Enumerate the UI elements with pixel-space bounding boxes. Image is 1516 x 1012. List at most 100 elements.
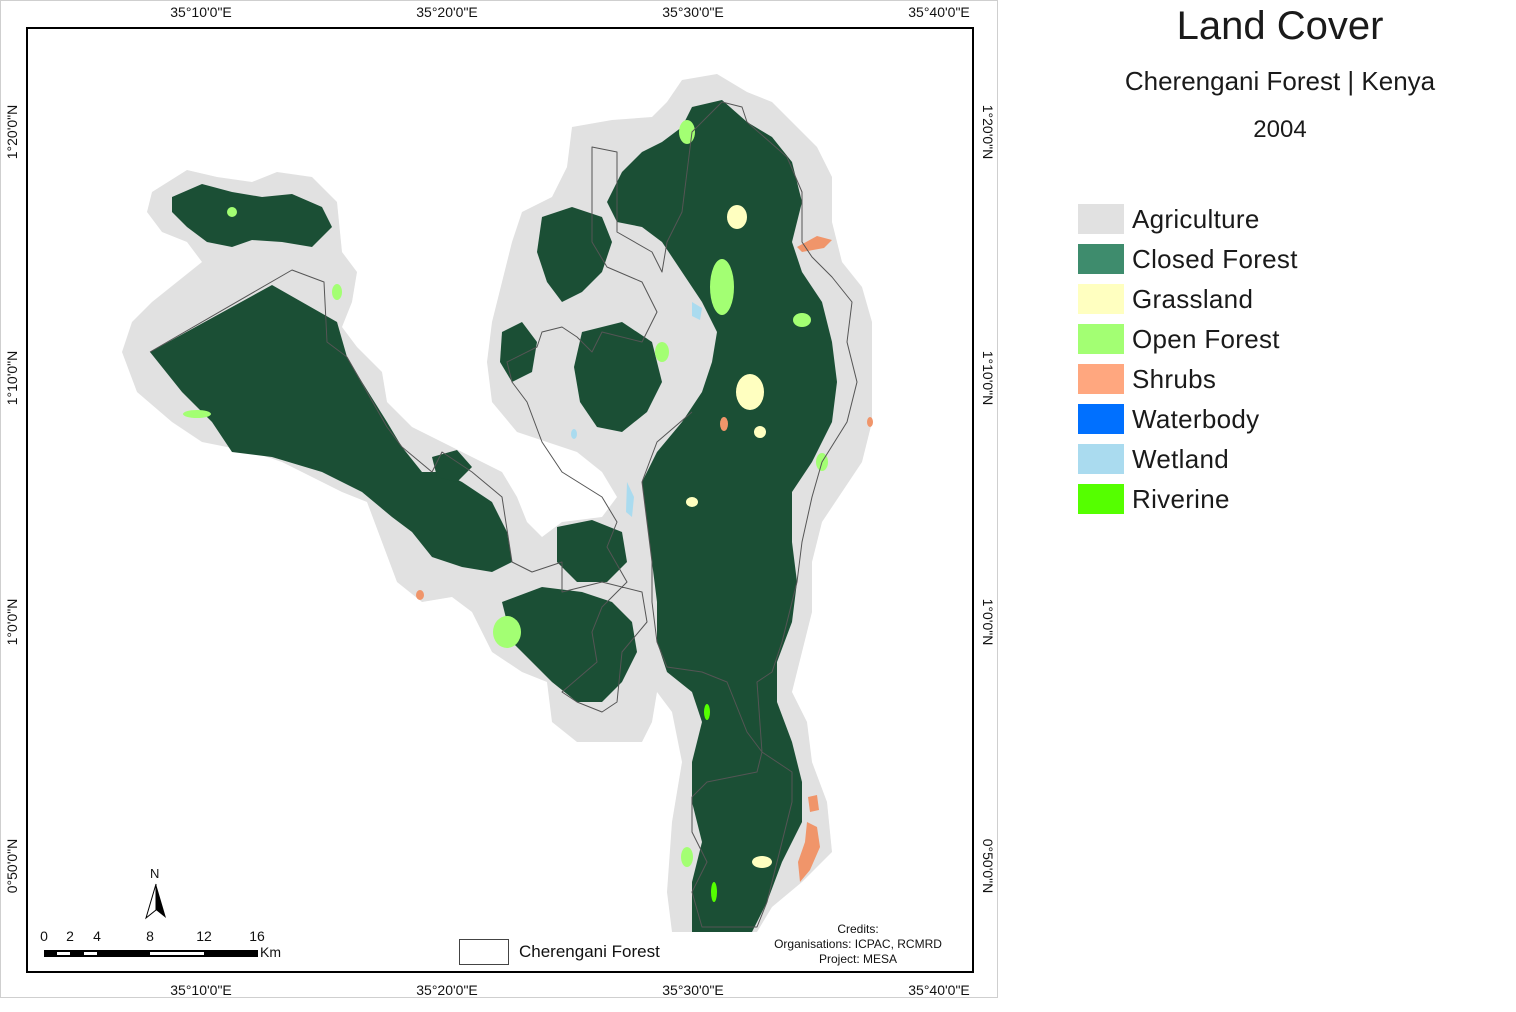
legend-swatch [1078,444,1124,474]
legend-label: Open Forest [1132,323,1280,354]
north-arrow: N [142,866,170,922]
agriculture-buffer [122,74,872,932]
open-forest-patch [655,342,669,362]
lat-tick-right-3: 1°0'0"N [980,598,996,646]
map-panel[interactable] [26,27,974,973]
closed-forest-central-patch [574,322,662,432]
legend-item-shrubs: Shrubs [1078,359,1298,399]
closed-forest-west [150,285,512,572]
agriculture-halo [122,74,872,932]
lon-tick-top-1: 35°10'0"E [170,4,232,20]
scale-label-4: 4 [93,928,101,944]
closed-forest-mid-patch [557,520,627,582]
riverine-layer [704,704,717,902]
lon-tick-bottom-1: 35°10'0"E [170,982,232,998]
legend-swatch [1078,484,1124,514]
lon-tick-top-3: 35°30'0"E [662,4,724,20]
north-arrow-label: N [150,866,160,881]
boundary-label: Cherengani Forest [519,942,660,961]
legend-swatch [1078,284,1124,314]
legend-label: Wetland [1132,443,1230,474]
shrubs-patch [798,822,820,882]
legend-swatch [1078,204,1124,234]
grassland-patch [736,374,764,410]
wetland-layer [571,302,702,517]
open-forest-patch [493,616,521,648]
legend-item-open-forest: Open Forest [1078,319,1298,359]
wetland-patch [692,302,702,320]
closed-forest-east [607,100,837,932]
shrubs-patch [808,795,819,812]
wetland-patch [626,482,634,517]
legend-label: Riverine [1132,483,1230,514]
legend-swatch [1078,364,1124,394]
lat-tick-right-1: 1°20'0"N [980,104,996,160]
scale-label-16: 16 [249,928,265,944]
open-forest-patch [183,410,211,418]
lat-tick-left-3: 1°0'0"N [4,598,20,646]
credits-organisations: Organisations: ICPAC, RCMRD [774,937,942,951]
legend-label: Shrubs [1132,363,1217,394]
grassland-patch [727,205,747,229]
scale-label-8: 8 [146,928,154,944]
open-forest-patch [332,284,342,300]
closed-forest-north-patch [537,207,612,302]
scale-label-0: 0 [40,928,48,944]
scale-bar: 0 2 4 8 12 16 Km [40,928,302,968]
closed-forest-small-patch-2 [500,322,537,382]
scale-label-12: 12 [196,928,212,944]
legend-item-wetland: Wetland [1078,439,1298,479]
scale-label-2: 2 [66,928,74,944]
scale-unit: Km [260,944,281,960]
closed-forest-south-patch [502,587,637,702]
lon-tick-bottom-4: 35°40'0"E [908,982,970,998]
grassland-layer [686,205,772,868]
boundary-legend: Cherengani Forest [459,939,660,965]
shrubs-patch [720,417,728,431]
land-cover-legend: Agriculture Closed Forest Grassland Open… [1078,199,1298,519]
lat-tick-left-4: 0°50'0"N [4,838,20,894]
map-title: Land Cover [1176,4,1384,48]
open-forest-patch [681,847,693,867]
boundary-swatch [459,939,509,965]
grassland-patch [752,856,772,868]
legend-item-grassland: Grassland [1078,279,1298,319]
closed-forest-layer [150,100,837,932]
open-forest-patch [227,207,237,217]
legend-label: Grassland [1132,283,1254,314]
legend-label: Closed Forest [1132,243,1298,274]
open-forest-layer [183,120,828,867]
legend-item-riverine: Riverine [1078,479,1298,519]
lon-tick-bottom-3: 35°30'0"E [662,982,724,998]
lon-tick-bottom-2: 35°20'0"E [416,982,478,998]
legend-item-closed-forest: Closed Forest [1078,239,1298,279]
legend-item-agriculture: Agriculture [1078,199,1298,239]
legend-label: Waterbody [1132,403,1260,434]
closed-forest-northwest [172,184,332,247]
map-subtitle: Cherengani Forest | Kenya [1124,66,1436,96]
shrubs-patch [867,417,873,427]
legend-label: Agriculture [1132,203,1260,234]
land-cover-map [122,74,873,932]
lat-tick-left-2: 1°10'0"N [4,350,20,406]
lat-tick-right-4: 0°50'0"N [980,838,996,894]
riverine-patch [704,704,710,720]
lat-tick-left-1: 1°20'0"N [4,104,20,160]
lon-tick-top-4: 35°40'0"E [908,4,970,20]
legend-item-waterbody: Waterbody [1078,399,1298,439]
grassland-patch [754,426,766,438]
grassland-patch [686,497,698,507]
open-forest-patch [793,313,811,327]
credits: Credits: Organisations: ICPAC, RCMRD Pro… [748,922,968,967]
forest-boundary-line [149,101,858,928]
open-forest-patch [710,259,734,315]
wetland-patch [571,429,577,439]
lon-tick-top-2: 35°20'0"E [416,4,478,20]
credits-heading: Credits: [837,922,879,936]
legend-swatch [1078,244,1124,274]
riverine-patch [711,882,717,902]
credits-project: Project: MESA [818,952,898,966]
legend-swatch [1078,324,1124,354]
scale-bar-graphic [44,950,258,957]
closed-forest-small-patch [432,450,472,482]
